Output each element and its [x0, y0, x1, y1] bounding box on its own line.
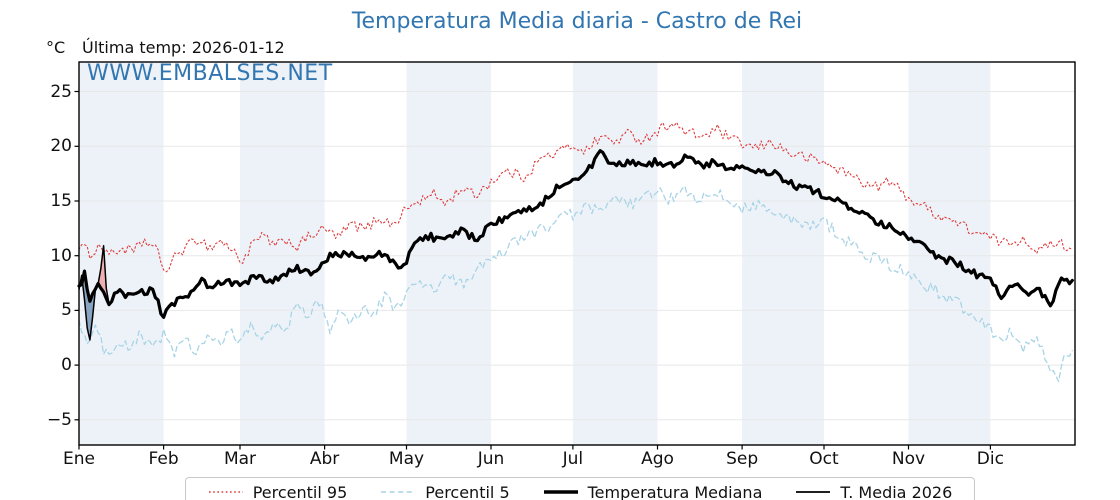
legend: Percentil 95 Percentil 5 Temperatura Med… — [185, 477, 975, 500]
y-tick-label-15: 15 — [50, 191, 72, 211]
x-tick-label-ene: Ene — [63, 449, 95, 469]
x-tick-label-jul: Jul — [562, 449, 584, 469]
x-tick-label-mar: Mar — [223, 449, 257, 469]
legend-item-percentil-5: Percentil 5 — [380, 482, 510, 500]
y-tick-label-5: 5 — [61, 300, 72, 321]
y-tick-label-25: 25 — [50, 81, 72, 102]
t-media-2026-line-icon — [796, 491, 831, 493]
legend-item-percentil-95: Percentil 95 — [208, 482, 348, 500]
x-tick-label-ago: Ago — [641, 449, 674, 469]
y-tick-label-20: 20 — [50, 136, 72, 157]
y-tick-label-10: 10 — [50, 245, 72, 266]
legend-item-t-media-2026: T. Media 2026 — [795, 483, 952, 500]
y-tick-label-0: 0 — [61, 355, 72, 376]
percentil-95-line-icon — [208, 491, 243, 493]
watermark: WWW.EMBALSES.NET — [87, 61, 333, 86]
legend-label: T. Media 2026 — [840, 482, 953, 500]
y-tick-label--5: −5 — [46, 409, 72, 430]
percentil-5-line-icon — [381, 491, 416, 493]
legend-label: Percentil 5 — [425, 482, 510, 500]
x-tick-label-abr: Abr — [309, 449, 340, 469]
x-tick-label-sep: Sep — [726, 449, 759, 469]
temperatura-mediana-line-icon — [543, 490, 578, 494]
chart-title: Temperatura Media diaria - Castro de Rei — [351, 9, 803, 34]
x-tick-label-may: May — [388, 449, 425, 469]
y-axis-unit-label: °C — [46, 38, 66, 57]
x-tick-label-oct: Oct — [809, 449, 839, 469]
x-tick-label-jun: Jun — [477, 449, 505, 469]
legend-item-temperatura-mediana: Temperatura Mediana — [543, 482, 763, 500]
x-tick-label-nov: Nov — [891, 449, 926, 469]
x-tick-label-dic: Dic — [976, 449, 1004, 469]
legend-label: Percentil 95 — [252, 482, 348, 500]
legend-label: Temperatura Mediana — [587, 482, 763, 500]
x-tick-label-feb: Feb — [148, 449, 179, 469]
last-temp-annotation: Última temp: 2026-01-12 — [82, 38, 285, 57]
